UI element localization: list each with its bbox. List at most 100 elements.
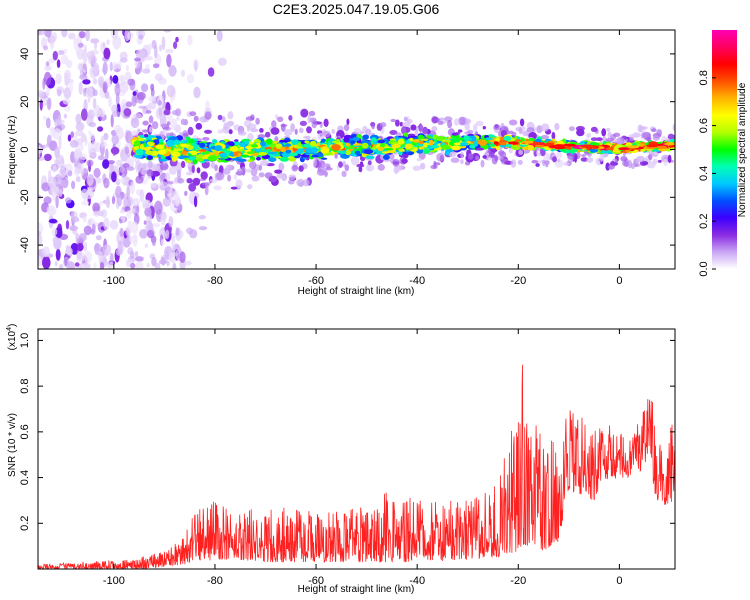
heatmap-cell [194, 60, 198, 72]
x-tick-label: -40 [409, 275, 425, 287]
heatmap-cell [216, 30, 223, 42]
heatmap-cell [641, 126, 648, 130]
heatmap-cell [52, 236, 59, 244]
x-tick-label: -80 [207, 575, 223, 587]
heatmap-cell [145, 110, 152, 114]
heatmap-cell [69, 80, 74, 93]
snr-y-axis-label: SNR (10 * v/v) [7, 413, 18, 477]
heatmap-cell [42, 246, 51, 258]
heatmap-cell [145, 150, 154, 155]
heatmap-cell [325, 167, 333, 171]
heatmap-cell [97, 155, 105, 161]
heatmap-cell [42, 256, 51, 269]
heatmap-cell [342, 150, 346, 154]
heatmap-cell [89, 148, 97, 158]
heatmap-cell [553, 144, 565, 148]
heatmap-cell [540, 135, 550, 140]
heatmap-cell [130, 117, 140, 129]
heatmap-cell [43, 115, 47, 121]
heatmap-cell [526, 121, 535, 130]
heatmap-cell [147, 160, 153, 169]
heatmap-cell [202, 137, 210, 141]
colorbar-tick-label: 0.8 [698, 70, 710, 85]
heatmap-cell [125, 259, 132, 268]
heatmap-cell [362, 134, 370, 140]
heatmap-cell [652, 158, 658, 165]
heatmap-cell [94, 242, 100, 255]
heatmap-cell [180, 69, 186, 78]
heatmap-cell [86, 159, 94, 167]
heatmap-cell [172, 262, 177, 269]
heatmap-cell [155, 107, 165, 120]
heatmap-cell [193, 195, 198, 208]
heatmap-cell [431, 116, 439, 124]
heatmap-cell [451, 132, 458, 136]
heatmap-cell [232, 141, 242, 146]
heatmap-cell [62, 98, 71, 105]
heatmap-cell [148, 126, 153, 133]
heatmap-cell [38, 222, 44, 234]
heatmap-cell [534, 138, 542, 143]
y-tick-label: 1.0 [19, 333, 31, 348]
heatmap-cell [179, 251, 186, 263]
heatmap-cell [419, 162, 426, 170]
heatmap-cell [79, 74, 88, 80]
heatmap-cell [646, 144, 658, 148]
heatmap-cell [65, 59, 73, 69]
heatmap-cell [75, 113, 82, 124]
heatmap-cell [285, 149, 292, 154]
heatmap-cell [130, 262, 136, 269]
heatmap-cell [44, 65, 52, 71]
heatmap-cell [199, 149, 207, 152]
heatmap-cell [321, 163, 331, 168]
heatmap-cell [620, 156, 628, 162]
heatmap-cell [151, 170, 161, 177]
heatmap-cell [243, 119, 252, 128]
heatmap-cell [125, 101, 133, 108]
heatmap-cell [132, 91, 137, 96]
heatmap-cell [93, 106, 102, 118]
heatmap-cell [316, 169, 326, 176]
heatmap-cell [42, 144, 46, 149]
x-tick-label: -80 [207, 275, 223, 287]
heatmap-cell [97, 75, 105, 87]
heatmap-cell [181, 118, 186, 125]
heatmap-cell [264, 146, 272, 150]
heatmap-cell [218, 57, 227, 66]
heatmap-cell [545, 142, 555, 146]
heatmap-cell [38, 259, 43, 267]
heatmap-cell [420, 138, 430, 141]
heatmap-cell [169, 132, 174, 137]
heatmap-cell [77, 42, 84, 48]
heatmap-cell [67, 170, 73, 177]
heatmap-cell [117, 240, 123, 255]
heatmap-cell [122, 163, 130, 168]
x-tick-label: -20 [510, 275, 526, 287]
heatmap-cell [103, 62, 107, 76]
heatmap-cell [402, 121, 411, 127]
heatmap-cell [297, 148, 305, 151]
heatmap-cell [130, 181, 135, 195]
heatmap-cell [135, 175, 144, 184]
heatmap-cell [119, 209, 125, 214]
heatmap-cell [177, 178, 185, 184]
heatmap-cell [474, 140, 479, 147]
heatmap-cell [69, 225, 78, 231]
heatmap-cell [95, 235, 102, 241]
heatmap-cell [423, 142, 428, 148]
heatmap-cell [187, 171, 194, 175]
heatmap-cell [173, 139, 181, 145]
heatmap-cell [145, 220, 153, 234]
heatmap-cell [157, 94, 164, 109]
heatmap-cell [392, 159, 400, 167]
heatmap-cell [303, 135, 311, 139]
heatmap-cell [111, 134, 119, 145]
heatmap-cell [82, 79, 91, 85]
heatmap-cell [637, 124, 643, 133]
heatmap-cell [554, 122, 560, 131]
heatmap-cell [290, 123, 295, 132]
heatmap-cell [390, 118, 396, 123]
heatmap-y-axis-label: Frequency (Hz) [7, 116, 18, 185]
heatmap-cell [288, 179, 295, 185]
heatmap-cell [88, 218, 93, 226]
